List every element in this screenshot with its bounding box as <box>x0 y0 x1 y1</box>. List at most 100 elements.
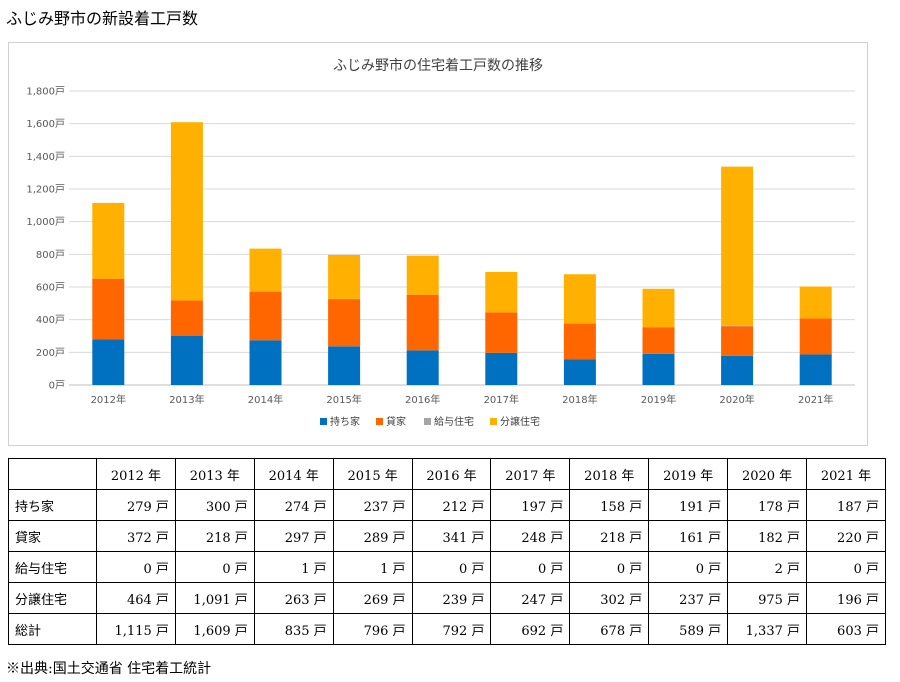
table-body: 持ち家 279 戸 300 戸 274 戸 237 戸 212 戸 197 戸 158 戸 19… <box>8 489 886 645</box>
table-cell: 975 戸 <box>727 582 808 614</box>
y-axis-ticks: 0戸 200戸 400戸 600戸 800戸 1,000戸 1,200戸 1,400戸 1,60… <box>26 86 65 392</box>
bar-segment <box>721 326 754 356</box>
bar-segment <box>642 353 675 385</box>
y-tick-label: 1,200戸 <box>26 184 65 196</box>
y-tick-label: 1,000戸 <box>26 216 65 228</box>
table-cell: 0 戸 <box>648 551 729 583</box>
table-cell: 0 戸 <box>806 551 886 583</box>
table-cell: 263 戸 <box>253 582 334 614</box>
bar-segment <box>485 352 518 385</box>
x-tick-label: 2021年 <box>798 393 833 406</box>
bar-segment <box>642 327 675 354</box>
y-tick-label: 400戸 <box>36 314 65 326</box>
table-header-cell: 2021 年 <box>806 458 886 490</box>
chart-title: ふじみ野市の住宅着工戸数の推移 <box>333 57 543 74</box>
table-cell: 247 戸 <box>490 582 571 614</box>
table-cell: 0 戸 <box>174 551 255 583</box>
bar-segment <box>485 312 518 353</box>
table-cell: 372 戸 <box>96 520 176 552</box>
table-cell: 464 戸 <box>96 582 176 614</box>
bar-segment <box>799 354 832 385</box>
table-corner-cell <box>8 458 97 490</box>
x-tick-label: 2013年 <box>169 393 204 406</box>
table-cell: 835 戸 <box>253 613 334 645</box>
table-header-cell: 2017 年 <box>490 458 571 490</box>
table-row-label: 貸家 <box>8 520 97 552</box>
x-tick-label: 2017年 <box>484 393 519 406</box>
bar-segment <box>563 323 596 360</box>
y-tick-label: 600戸 <box>36 282 65 294</box>
table-cell: 692 戸 <box>490 613 571 645</box>
table-cell: 239 戸 <box>411 582 492 614</box>
table-cell: 0 戸 <box>411 551 492 583</box>
table-cell: 1 戸 <box>332 551 413 583</box>
stacked-bar-chart: ふじみ野市の住宅着工戸数の推移 0戸 200戸 400戸 600戸 800戸 1,000戸… <box>26 57 855 428</box>
bar-segment <box>328 254 361 299</box>
legend-label: 分譲住宅 <box>500 415 540 428</box>
source-note: ※出典:国土交通省 住宅着工統計 <box>6 661 212 677</box>
bar-segment <box>249 291 282 341</box>
table-cell: 0 戸 <box>96 551 176 583</box>
x-tick-label: 2014年 <box>248 393 283 406</box>
table-row: 持ち家 279 戸 300 戸 274 戸 237 戸 212 戸 197 戸 158 戸 19… <box>8 489 886 521</box>
bars <box>92 122 832 385</box>
table-cell: 158 戸 <box>569 489 650 521</box>
legend-label: 給与住宅 <box>434 415 474 428</box>
table-cell: 1,609 戸 <box>174 613 255 645</box>
legend-swatch <box>320 418 327 425</box>
bar-segment <box>721 355 754 385</box>
table-cell: 2 戸 <box>727 551 808 583</box>
table-cell: 302 戸 <box>569 582 650 614</box>
bar-segment <box>563 359 596 385</box>
page-title: ふじみ野市の新設着工戸数 <box>6 9 199 28</box>
table-cell: 1,115 戸 <box>96 613 176 645</box>
bar-segment <box>406 255 439 295</box>
x-tick-label: 2015年 <box>326 393 361 406</box>
bar-segment <box>249 291 282 293</box>
y-tick-label: 800戸 <box>36 249 65 261</box>
y-tick-label: 1,400戸 <box>26 151 65 163</box>
y-tick-label: 1,800戸 <box>26 86 65 98</box>
bar-segment <box>92 278 125 340</box>
table-row-label: 分譲住宅 <box>8 582 97 614</box>
table-row-label: 給与住宅 <box>8 551 97 583</box>
table-cell: 237 戸 <box>648 582 729 614</box>
table-cell: 589 戸 <box>648 613 729 645</box>
table-cell: 796 戸 <box>332 613 413 645</box>
bar-segment <box>642 288 675 328</box>
x-axis-labels: 2012年 2013年 2014年 2015年 2016年 2017年 2018年 2019年… <box>91 393 834 406</box>
table-cell: 0 戸 <box>490 551 571 583</box>
x-tick-label: 2016年 <box>405 393 440 406</box>
table-row: 分譲住宅 464 戸 1,091 戸 263 戸 269 戸 239 戸 247 戸 302 … <box>8 582 886 614</box>
bar-segment <box>406 294 439 351</box>
table-cell: 1,337 戸 <box>727 613 808 645</box>
table-cell: 274 戸 <box>253 489 334 521</box>
table-header-cell: 2015 年 <box>332 458 413 490</box>
bar-segment <box>170 122 203 301</box>
bar-segment <box>799 318 832 355</box>
table-cell: 218 戸 <box>569 520 650 552</box>
table-cell: 187 戸 <box>806 489 886 521</box>
table-cell: 182 戸 <box>727 520 808 552</box>
table-cell: 161 戸 <box>648 520 729 552</box>
bar-segment <box>328 299 361 347</box>
x-tick-label: 2019年 <box>641 393 676 406</box>
chart-container: ふじみ野市の住宅着工戸数の推移 0戸 200戸 400戸 600戸 800戸 1,000戸… <box>8 42 868 446</box>
table-header-cell: 2020 年 <box>727 458 808 490</box>
bar-segment <box>328 298 361 300</box>
bar-segment <box>721 166 754 326</box>
bar-segment <box>170 300 203 336</box>
table-cell: 1,091 戸 <box>174 582 255 614</box>
table-row: 総計 1,115 戸 1,609 戸 835 戸 796 戸 792 戸 692 戸 678 … <box>8 613 886 645</box>
table-cell: 792 戸 <box>411 613 492 645</box>
x-tick-label: 2012年 <box>91 393 126 406</box>
bar-segment <box>92 202 125 279</box>
legend-swatch <box>376 418 383 425</box>
bar-segment <box>328 346 361 385</box>
table-cell: 218 戸 <box>174 520 255 552</box>
table-cell: 178 戸 <box>727 489 808 521</box>
table-row: 貸家 372 戸 218 戸 297 戸 289 戸 341 戸 248 戸 218 戸 161… <box>8 520 886 552</box>
y-tick-label: 0戸 <box>49 380 65 392</box>
bar-segment <box>799 286 832 319</box>
